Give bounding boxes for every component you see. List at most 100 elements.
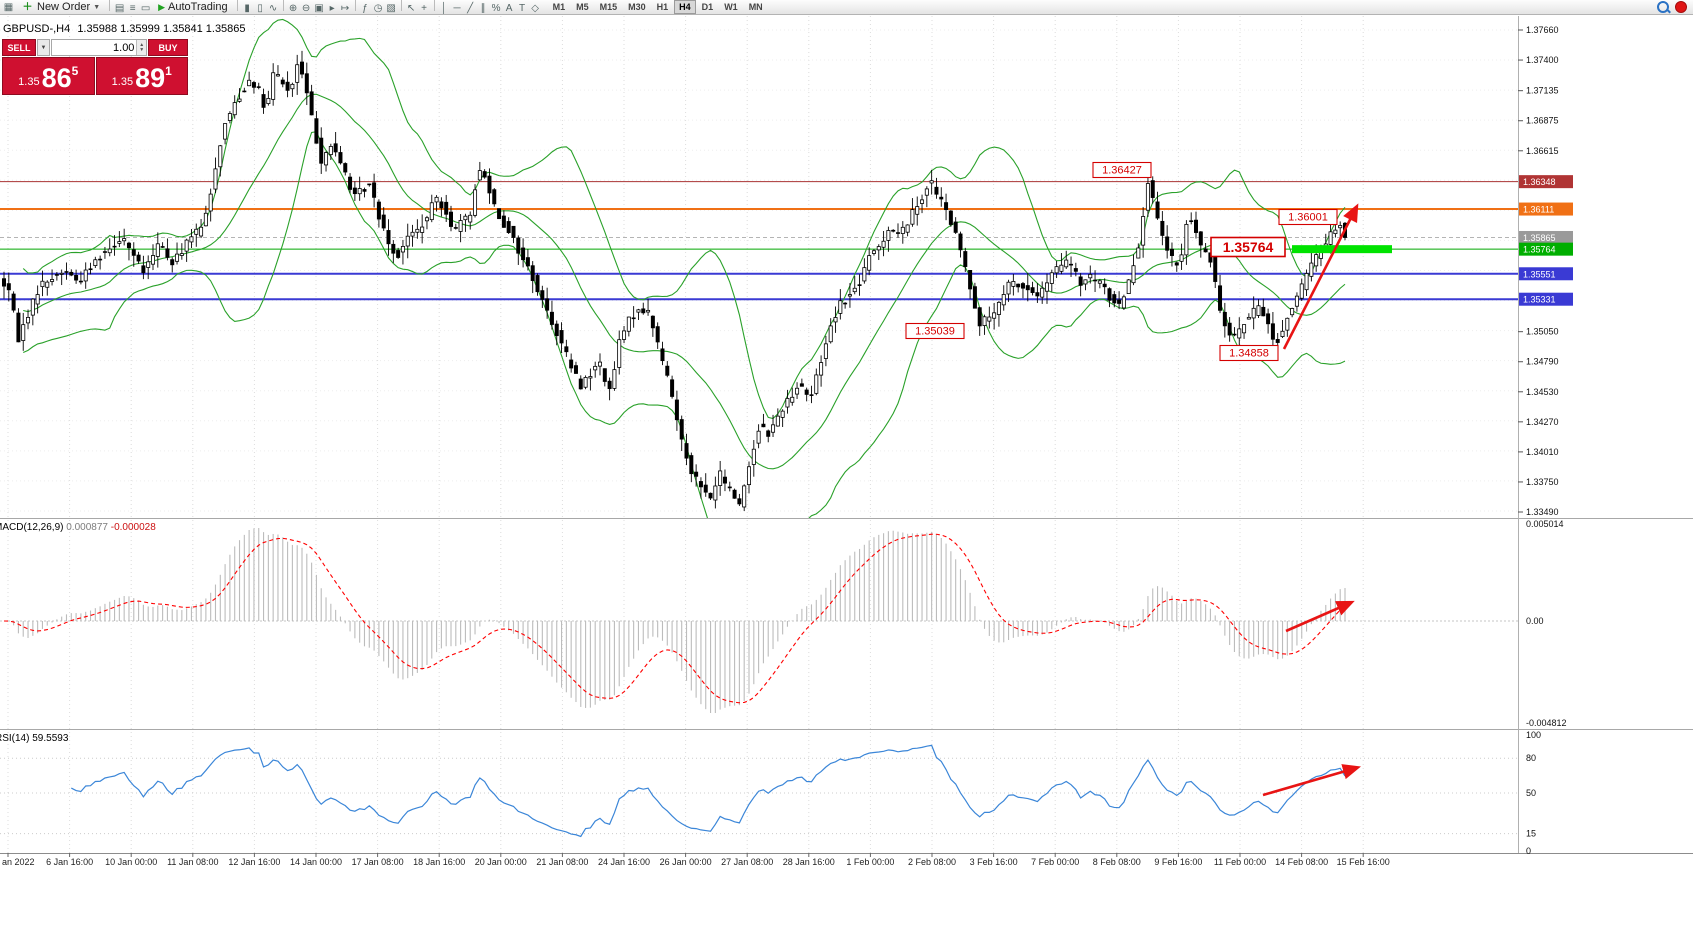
- channel-icon[interactable]: ∥: [480, 2, 486, 14]
- timeframe-mn[interactable]: MN: [748, 2, 763, 12]
- price-callout[interactable]: [1092, 161, 1152, 179]
- chart-plot-area[interactable]: [0, 16, 1518, 853]
- bull-candle: [1285, 317, 1290, 331]
- vertical-line-icon[interactable]: │: [440, 2, 448, 14]
- price-axis-flag-label: 1.36111: [1523, 205, 1554, 215]
- chart-profiles-icon[interactable]: ▤: [114, 2, 125, 14]
- time-axis-label: 9 Feb 16:00: [1154, 857, 1202, 867]
- price-axis-area[interactable]: [1519, 16, 1693, 853]
- timeframe-w1[interactable]: W1: [724, 2, 738, 12]
- crosshair-icon[interactable]: +: [421, 2, 427, 14]
- bear-candle: [972, 286, 977, 309]
- timeframe-h1[interactable]: H1: [656, 2, 669, 12]
- bear-candle: [314, 118, 319, 144]
- line-chart-icon[interactable]: ∿: [268, 2, 278, 14]
- bull-candle: [814, 374, 819, 394]
- timeframe-d1[interactable]: D1: [701, 2, 714, 12]
- timeframe-m5[interactable]: M5: [576, 2, 589, 12]
- bear-candle: [1218, 285, 1223, 311]
- search-icon[interactable]: [1657, 1, 1669, 13]
- fibonacci-icon[interactable]: %: [491, 2, 501, 14]
- bull-candle: [996, 301, 1001, 315]
- time-axis-label: 11 Jan 08:00: [167, 857, 218, 867]
- zoom-out-icon[interactable]: ⊖: [301, 2, 311, 14]
- bear-candle: [939, 196, 944, 200]
- chart-shift-icon[interactable]: ↦: [340, 2, 350, 14]
- cursor-icon[interactable]: ↖: [406, 2, 416, 14]
- price-axis-label: 1.37660: [1526, 25, 1559, 35]
- price-axis-flag-label: 1.35331: [1523, 295, 1556, 305]
- time-axis-area[interactable]: [0, 854, 1518, 870]
- bull-candle: [1088, 273, 1093, 279]
- bull-candle: [771, 424, 776, 433]
- autotrading-button[interactable]: ▶ AutoTrading: [154, 1, 231, 14]
- timeframe-m1[interactable]: M1: [552, 2, 566, 12]
- bull-candle: [463, 215, 468, 221]
- highlighted-level-segment[interactable]: [1292, 245, 1392, 254]
- auto-scroll-icon[interactable]: ▸: [329, 2, 335, 14]
- bear-candle: [670, 379, 675, 397]
- macd-main-value: 0.000877: [66, 522, 108, 533]
- bull-candle: [98, 258, 103, 261]
- shapes-icon[interactable]: ◇: [531, 2, 539, 14]
- bull-candle: [823, 343, 828, 359]
- templates-icon[interactable]: ▧: [386, 2, 396, 14]
- new-chart-icon[interactable]: ▦: [3, 1, 14, 13]
- horizontal-line-icon[interactable]: ─: [453, 2, 461, 14]
- price-callout[interactable]: [1219, 344, 1279, 362]
- notification-badge-icon[interactable]: [1675, 1, 1687, 13]
- bear-candle: [54, 274, 59, 276]
- timeframe-h4[interactable]: H4: [674, 0, 696, 14]
- indicators-add-icon[interactable]: ƒ: [362, 2, 368, 14]
- market-watch-icon[interactable]: ≡: [129, 2, 136, 14]
- timeframe-m30[interactable]: M30: [628, 2, 646, 12]
- text-icon[interactable]: A: [505, 2, 513, 14]
- bear-candle: [1160, 220, 1165, 236]
- macd-indicator-label: MACD(12,26,9) 0.000877 -0.000028: [0, 522, 156, 533]
- bull-candle: [876, 246, 881, 251]
- price-axis-label: 1.37135: [1526, 86, 1559, 96]
- bull-candle: [862, 267, 867, 282]
- price-callout[interactable]: [905, 322, 965, 340]
- bear-candle: [372, 182, 377, 198]
- bull-candle: [1304, 273, 1309, 291]
- bear-candle: [261, 94, 266, 108]
- bear-candle: [891, 229, 896, 232]
- bull-candle: [410, 231, 415, 237]
- trend-arrow[interactable]: [1262, 764, 1361, 797]
- buy-price-button[interactable]: 1.35 89 1: [95, 57, 188, 95]
- time-axis-label: 10 Jan 00:00: [105, 857, 157, 867]
- bear-candle: [761, 423, 766, 428]
- price-axis-flag: [1519, 242, 1573, 256]
- bull-candle: [50, 279, 55, 282]
- new-order-button[interactable]: ＋ New Order ▼: [17, 1, 104, 14]
- bull-candle: [357, 188, 362, 195]
- bull-candle: [1251, 307, 1256, 319]
- trendline-icon[interactable]: ╱: [467, 2, 474, 14]
- sell-button[interactable]: SELL: [2, 39, 36, 56]
- data-window-icon[interactable]: ▭: [140, 2, 151, 14]
- candlestick-chart-icon[interactable]: ▯: [257, 2, 263, 14]
- trend-arrow[interactable]: [1282, 203, 1359, 350]
- timeframe-m15[interactable]: M15: [599, 2, 618, 12]
- price-callout[interactable]: [1210, 236, 1286, 258]
- buy-button[interactable]: BUY: [148, 39, 188, 56]
- bear-candle: [448, 211, 453, 227]
- volume-stepper[interactable]: ▲ ▼: [136, 40, 146, 55]
- zoom-in-icon[interactable]: ⊕: [288, 2, 298, 14]
- bar-chart-icon[interactable]: ▮: [244, 2, 250, 14]
- tile-windows-icon[interactable]: ▣: [314, 2, 324, 14]
- price-axis-label: 1.34270: [1526, 417, 1559, 427]
- periods-icon[interactable]: ◷: [373, 2, 383, 14]
- volume-input[interactable]: [52, 40, 137, 55]
- bull-candle: [646, 309, 651, 313]
- buy-price-big: 89: [135, 63, 166, 93]
- price-callout[interactable]: [1278, 208, 1338, 226]
- label-icon[interactable]: T: [519, 2, 526, 14]
- sell-price-button[interactable]: 1.35 86 5: [2, 57, 95, 95]
- bull-candle: [367, 183, 372, 186]
- trend-arrow[interactable]: [1285, 600, 1355, 633]
- volume-dropdown-button[interactable]: ▼: [37, 39, 50, 56]
- toolbar-separator: [400, 0, 402, 11]
